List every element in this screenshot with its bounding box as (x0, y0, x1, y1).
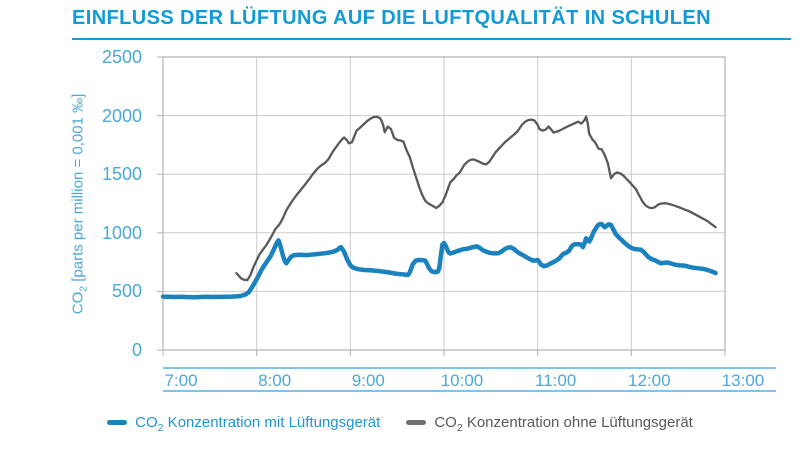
x-tick-label: 9:00 (351, 371, 385, 390)
title-underline (72, 38, 791, 40)
page-title: EINFLUSS DER LÜFTUNG AUF DIE LUFTQUALITÄ… (72, 7, 711, 29)
y-tick-label: 1500 (101, 164, 142, 185)
x-tick-label: 13:00 (721, 371, 765, 390)
legend-item-with-ventilation: CO2 Konzentration mit Lüftungsgerät (107, 414, 381, 434)
y-tick-label: 500 (111, 281, 142, 302)
y-tick-label: 2000 (101, 105, 142, 126)
legend-label: CO2 Konzentration mit Lüftungsgerät (135, 414, 381, 434)
x-tick-label: 11:00 (535, 371, 577, 390)
series-line-without-ventilation (235, 115, 717, 282)
x-tick-label: 7:00 (164, 371, 198, 390)
series-line-with-ventilation (160, 221, 718, 300)
chart-legend: CO2 Konzentration mit Lüftungsgerät CO2 K… (0, 414, 800, 434)
y-tick-label: 2500 (101, 47, 142, 67)
y-tick-label: 1000 (101, 222, 142, 243)
legend-swatch (107, 420, 128, 425)
legend-item-without-ventilation: CO2 Konzentration ohne Lüftungsgerät (406, 414, 693, 434)
x-tick-label: 8:00 (258, 371, 292, 390)
legend-swatch (406, 420, 427, 425)
legend-label: CO2 Konzentration ohne Lüftungsgerät (434, 414, 693, 434)
x-tick-label: 10:00 (440, 371, 484, 390)
x-tick-label: 12:00 (628, 371, 671, 390)
y-tick-label: 0 (131, 340, 142, 360)
